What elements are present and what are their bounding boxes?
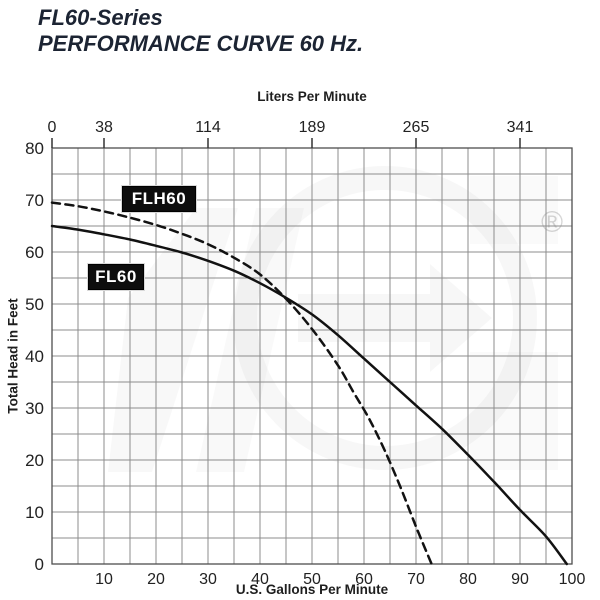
x-tick-label: 60 [355,571,373,588]
y-tick-label: 30 [25,399,44,418]
x-tick-label: 100 [559,571,586,588]
watermark-logo: ® [541,206,563,239]
page-title: FL60-Series PERFORMANCE CURVE 60 Hz. [38,5,363,57]
page-title-line1: FL60-Series [38,5,163,30]
y-tick-label: 40 [25,347,44,366]
top-axis-tick-label: 341 [507,119,534,136]
top-axis-tick-label: 38 [95,119,113,136]
curve-label-fl60: FL60 [88,264,144,290]
y-tick-label: 50 [25,295,44,314]
page-title-line2: PERFORMANCE CURVE 60 Hz. [38,31,364,56]
y-tick-label: 60 [25,243,44,262]
y-tick-label: 80 [25,139,44,158]
x-tick-label: 40 [251,571,269,588]
x-tick-label: 90 [511,571,529,588]
registered-trademark-icon: ® [541,206,563,239]
x-tick-label: 20 [147,571,165,588]
top-axis-tick-label: 189 [299,119,326,136]
x-tick-label: 80 [459,571,477,588]
curves [50,201,569,566]
y-tick-label: 0 [35,555,44,574]
x-tick-label: 70 [407,571,425,588]
y-tick-label: 70 [25,191,44,210]
x-tick-label: 30 [199,571,217,588]
axis-ticks: 0 38 114 189 265 341 10 20 30 40 50 60 70 80 90 100 0 10 2… [25,119,585,588]
bottom-axis-title: U.S. Gallons Per Minute [235,582,389,597]
top-axis-title: Liters Per Minute [257,89,367,104]
top-axis-tick-label: 265 [403,119,430,136]
y-tick-label: 20 [25,451,44,470]
curve-label-flh60: FLH60 [122,186,196,212]
top-axis-tick-label: 0 [48,119,57,136]
curve-fl60 [50,224,569,566]
top-axis-tick-label: 114 [195,119,221,136]
y-tick-label: 10 [25,503,44,522]
x-tick-label: 50 [303,571,321,588]
x-tick-label: 10 [95,571,113,588]
